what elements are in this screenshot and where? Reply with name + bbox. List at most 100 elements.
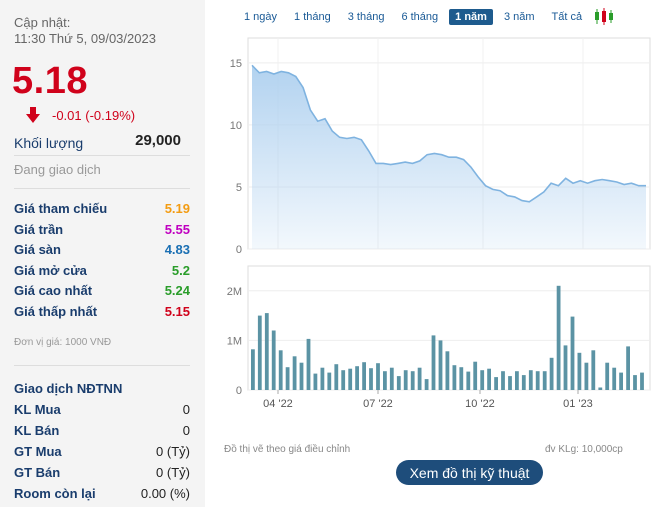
stat-row: Giá tham chiếu 5.19 — [14, 201, 190, 216]
volume-bar — [313, 373, 318, 390]
tab-3-months[interactable]: 3 tháng — [347, 11, 385, 23]
stat-label: Giá thấp nhất — [14, 303, 98, 319]
divider — [14, 188, 190, 189]
stat-label: Giá cao nhất — [14, 283, 93, 298]
volume-bar — [251, 349, 255, 390]
volume-bar — [612, 367, 617, 390]
x-tick-label: 10 '22 — [465, 398, 495, 410]
volume-bar — [619, 372, 623, 390]
volume-bar — [633, 375, 637, 390]
stat-value: 5.55 — [164, 221, 190, 237]
stat-label: Giá mở cửa — [14, 262, 87, 278]
volume-bar — [501, 371, 505, 390]
x-tick-label: 04 '22 — [263, 398, 293, 410]
tab-1-day[interactable]: 1 ngày — [244, 11, 278, 23]
price-y-tick: 10 — [230, 120, 242, 132]
volume-bar — [410, 371, 415, 390]
price-change: -0.01 (-0.19%) — [52, 108, 136, 123]
stat-value: 4.83 — [164, 242, 190, 257]
volume-bar — [466, 371, 471, 390]
price-y-tick: 15 — [230, 58, 242, 70]
volume-bar — [257, 315, 262, 390]
volume-bar — [369, 368, 373, 390]
stat-value: 5.15 — [164, 303, 190, 319]
volume-bar — [285, 367, 290, 390]
volume-bar — [535, 371, 540, 390]
price-line — [251, 64, 646, 203]
divider — [14, 155, 190, 156]
foreign-label: GT Mua — [14, 444, 62, 459]
trading-status: Đang giao dịch — [14, 162, 101, 177]
volume-value: 29,000 — [135, 132, 181, 149]
stat-value: 5.19 — [164, 201, 190, 216]
volume-bar — [299, 362, 304, 390]
price-chart: 15 10 5 0 — [230, 37, 651, 256]
volume-bar — [389, 367, 394, 390]
volume-y-tick: 1M — [227, 335, 242, 347]
volume-bar — [431, 335, 436, 390]
volume-bar — [383, 371, 387, 390]
foreign-trading-title: Giao dịch NĐTNN — [14, 381, 123, 396]
x-tick-label: 01 '23 — [563, 398, 593, 410]
volume-bar — [591, 350, 596, 390]
volume-bar — [355, 366, 359, 390]
chart-adjusted-note: Đồ thị vẽ theo giá điều chỉnh — [224, 444, 351, 455]
divider — [14, 365, 190, 366]
foreign-label: KL Mua — [14, 402, 61, 417]
price-y-tick: 5 — [236, 182, 242, 194]
volume-bar — [542, 371, 547, 390]
stock-info-panel: Cập nhật: 11:30 Thứ 5, 09/03/2023 5.18 -… — [0, 0, 205, 507]
foreign-value: 0 (Tỷ) — [156, 444, 190, 459]
volume-bar — [334, 364, 339, 390]
stat-row: Giá trần 5.55 — [14, 222, 190, 237]
volume-bar — [341, 370, 346, 390]
tab-all[interactable]: Tất cả — [551, 11, 583, 23]
volume-chart: 2M 1M 0 04 '22 07 '22 10 '22 01 '23 — [227, 265, 651, 410]
foreign-value: 0 — [182, 402, 190, 417]
stat-label: Giá sàn — [14, 242, 61, 257]
foreign-label: GT Bán — [14, 465, 61, 480]
volume-unit-note: đv KLg: 10,000cp — [545, 444, 623, 455]
volume-bar — [424, 379, 429, 390]
volume-bar — [605, 362, 610, 390]
tab-3-years[interactable]: 3 năm — [503, 11, 535, 23]
volume-bar — [445, 351, 450, 390]
volume-bar — [528, 370, 533, 390]
tab-6-months[interactable]: 6 tháng — [401, 11, 439, 23]
stat-row: Giá sàn 4.83 — [14, 242, 190, 257]
technical-chart-button[interactable]: Xem đồ thị kỹ thuật — [396, 460, 543, 485]
volume-bar — [459, 367, 464, 390]
volume-bar — [452, 365, 457, 390]
volume-bar — [640, 372, 644, 390]
volume-bar — [362, 362, 366, 390]
volume-bar — [563, 345, 568, 390]
stat-label: Giá tham chiếu — [14, 201, 108, 216]
foreign-row: GT Mua 0 (Tỷ) — [14, 444, 190, 459]
volume-bar — [626, 346, 630, 390]
volume-bar — [549, 357, 554, 390]
volume-label: Khối lượng — [14, 135, 84, 151]
volume-bar — [417, 367, 422, 390]
foreign-row: KL Bán 0 — [14, 423, 190, 438]
tab-1-month[interactable]: 1 tháng — [294, 11, 331, 23]
stat-row: Giá cao nhất 5.24 — [14, 283, 190, 298]
foreign-label: Room còn lại — [14, 486, 96, 501]
down-arrow-icon — [26, 107, 40, 123]
price-y-tick: 0 — [236, 244, 242, 256]
volume-y-tick: 0 — [236, 385, 242, 397]
candlestick-chart-icon[interactable] — [593, 8, 615, 26]
volume-bar — [508, 376, 512, 390]
stat-row: Giá mở cửa 5.2 — [14, 263, 190, 278]
stat-value: 5.24 — [164, 283, 190, 298]
volume-bar — [278, 350, 283, 390]
foreign-row: KL Mua 0 — [14, 402, 190, 417]
volume-bar — [320, 367, 325, 390]
volume-bar — [480, 370, 485, 390]
volume-bar — [376, 363, 380, 390]
volume-bar — [494, 377, 498, 390]
volume-bar — [556, 285, 561, 390]
volume-bar — [473, 361, 478, 390]
volume-y-tick: 2M — [227, 286, 242, 298]
volume-bar — [438, 340, 443, 390]
tab-1-year[interactable]: 1 năm — [449, 9, 493, 25]
